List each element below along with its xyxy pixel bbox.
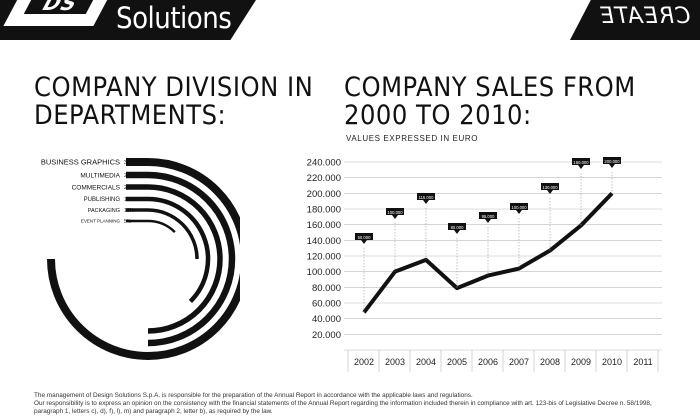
y-tick-label: 120.000 xyxy=(307,252,341,263)
callout-label: 160.000 xyxy=(573,160,589,165)
y-tick-label: 60.000 xyxy=(312,299,341,310)
radial-percent-label: 5% xyxy=(124,219,132,225)
y-tick-label: 200.000 xyxy=(307,189,341,200)
callout-label: 80.000 xyxy=(451,225,464,230)
x-tick-label: 2002 xyxy=(354,357,374,367)
callout-marker xyxy=(603,157,621,168)
create-banner: CREATE xyxy=(570,0,700,40)
x-tick-label: 2006 xyxy=(478,357,498,367)
radial-bar-3 xyxy=(147,196,211,304)
x-tick-label: 2005 xyxy=(447,357,467,367)
y-tick-label: 220.000 xyxy=(307,173,341,184)
x-tick-label: 2007 xyxy=(509,357,529,367)
brand-name: Solutions xyxy=(116,1,232,35)
footer-line-1: The management of Design Solutions S.p.A… xyxy=(34,392,473,399)
x-tick-label: 2011 xyxy=(633,357,652,367)
y-tick-label: 140.000 xyxy=(307,236,341,247)
y-tick-label: 40.000 xyxy=(312,314,341,325)
radial-bar-5 xyxy=(147,219,176,234)
y-tick-label: 80.000 xyxy=(312,283,341,294)
radial-percent-label: 10% xyxy=(124,208,135,214)
callout-marker xyxy=(572,158,590,169)
radial-bar-1 xyxy=(147,171,236,347)
radial-category-label: PUBLISHING xyxy=(84,197,121,203)
footer-notes: The management of Design Solutions S.p.A… xyxy=(34,392,684,416)
logo-text: DS xyxy=(23,0,101,15)
division-title: COMPANY DIVISION IN DEPARTMENTS: xyxy=(34,74,313,130)
sales-series-line xyxy=(362,191,614,314)
x-tick-label: 2008 xyxy=(540,357,560,367)
sales-title-line-1: COMPANY SALES FROM xyxy=(344,72,636,103)
callout-label: 130.000 xyxy=(542,185,558,190)
radial-bar-2 xyxy=(147,184,223,334)
sales-line-chart: 20.000 40.000 60.000 80.000 100.000 120.000 14… xyxy=(307,157,662,372)
radial-percent-label: 30% xyxy=(124,160,135,166)
callout-label: 50.000 xyxy=(358,235,371,240)
callout-label: 100.000 xyxy=(387,210,403,215)
radial-category-label: COMMERCIALS xyxy=(72,184,121,191)
y-tick-label: 20.000 xyxy=(312,330,341,341)
radial-bar-4 xyxy=(147,208,199,260)
radial-percent-label: 15% xyxy=(124,197,135,203)
radial-bar-0 xyxy=(47,158,240,360)
radial-category-label: MULTIMEDIA xyxy=(80,172,120,179)
callout-marker xyxy=(355,233,373,244)
callout-marker xyxy=(386,208,404,219)
callout-marker xyxy=(448,223,466,234)
department-radial-chart: BUSINESS GRAPHICS 30% MULTIMEDIA 20%COMMERC… xyxy=(41,158,240,360)
y-tick-label: 240.000 xyxy=(307,158,341,169)
footer-line-2: Our responsibility is to express an opin… xyxy=(34,400,652,407)
sales-subtitle: VALUES EXPRESSED IN EURO xyxy=(346,134,479,143)
sales-title: COMPANY SALES FROM 2000 TO 2010: xyxy=(344,74,636,130)
callout-label: 115.000 xyxy=(419,195,434,200)
callout-marker xyxy=(479,212,497,223)
radial-category-label: EVENT PLANNING xyxy=(81,219,121,224)
x-tick-label: 2003 xyxy=(385,357,405,367)
sales-title-line-2: 2000 TO 2010: xyxy=(344,100,532,131)
callout-label: 95.000 xyxy=(482,214,495,219)
radial-percent-label: 20% xyxy=(124,173,135,179)
y-tick-label: 100.000 xyxy=(307,267,341,278)
x-tick-label: 2004 xyxy=(416,357,436,367)
radial-percent-label: 20% xyxy=(124,185,135,191)
x-tick-label: 2009 xyxy=(571,357,591,367)
radial-category-label: BUSINESS GRAPHICS xyxy=(41,158,120,167)
division-title-line-1: COMPANY DIVISION IN xyxy=(34,72,314,103)
callout-marker xyxy=(417,193,435,204)
radial-category-label: PACKAGING xyxy=(88,208,120,214)
x-tick-label: 2010 xyxy=(602,357,622,367)
y-tick-label: 180.000 xyxy=(307,205,341,216)
footer-line-3: paragraph 1, letters c), d), f), l), m) … xyxy=(34,408,273,415)
callout-label: 100.000 xyxy=(511,205,527,210)
callout-label: 200.000 xyxy=(604,159,620,164)
callout-marker xyxy=(541,183,559,194)
create-badge: CREATE xyxy=(598,4,690,29)
callout-marker xyxy=(510,203,528,214)
y-tick-label: 160.000 xyxy=(307,220,341,231)
division-title-line-2: DEPARTMENTS: xyxy=(34,100,227,131)
